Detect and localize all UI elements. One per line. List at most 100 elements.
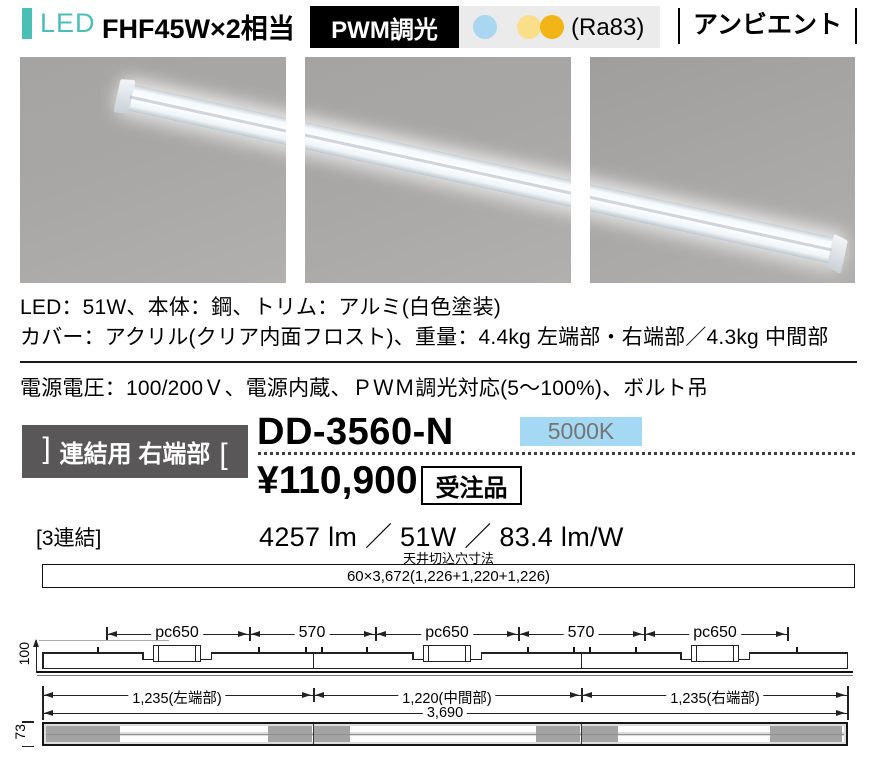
bolt-mark	[527, 647, 529, 652]
bracket-glyph: [	[219, 437, 228, 471]
dim-tick	[313, 688, 315, 702]
recess-wall	[142, 652, 144, 660]
depth-dim-label: 73	[12, 724, 28, 740]
color-rendering-panel: (Ra83)	[459, 6, 660, 48]
bolt-mark	[589, 647, 591, 652]
arrow-left-icon	[315, 692, 324, 698]
bolt-mark	[321, 647, 323, 652]
configuration-label: [3連結]	[36, 527, 102, 550]
arrow-left-icon	[251, 631, 260, 637]
arrow-right-icon	[302, 692, 311, 698]
performance-label: 4257 lm ／ 51W ／ 83.4 lm/W	[259, 522, 624, 552]
recess-wall	[412, 652, 414, 660]
arrow-right-icon	[633, 631, 642, 637]
dim-label: pc650	[689, 624, 741, 642]
lamp-equivalent-label: FHF45W×2相当	[102, 14, 295, 44]
divider	[20, 361, 857, 363]
bottom-view	[42, 722, 848, 746]
recess-wall	[210, 652, 212, 660]
arrow-left-icon	[44, 692, 53, 698]
section-joint	[581, 652, 582, 668]
arrow-left-icon	[108, 631, 117, 637]
ballast-box	[423, 644, 471, 662]
cross-section-base	[42, 667, 848, 669]
recess-wall	[748, 652, 750, 660]
spec-materials: LED：51W、本体：鋼、トリム：アルミ(白色塗装)	[20, 296, 502, 319]
trim-flange	[37, 671, 853, 676]
cutout-dimension-box: 60×3,672(1,226+1,220+1,226)	[42, 564, 855, 588]
ra-value: (Ra83)	[571, 14, 645, 41]
arrow-right-icon	[238, 631, 247, 637]
recess-wall	[680, 652, 682, 660]
arrow-left-icon	[520, 631, 529, 637]
extension-line	[39, 639, 169, 641]
section-joint	[581, 724, 583, 744]
arrow-left-icon	[646, 631, 655, 637]
lens-slot	[46, 726, 844, 732]
ballast-box	[691, 644, 739, 662]
dim-label: pc650	[151, 624, 203, 642]
bracket-glyph: ]	[42, 431, 51, 465]
cross-section-edge	[42, 652, 44, 668]
price: ¥110,900	[257, 459, 418, 502]
dim-tick	[787, 627, 789, 641]
dim-line	[36, 640, 37, 673]
bolt-mark	[796, 647, 798, 652]
section-dim-label: 1,220(中間部)	[398, 687, 496, 708]
arrow-right-icon	[507, 631, 516, 637]
led-label: LED	[40, 8, 96, 38]
arrow-right-icon	[364, 631, 373, 637]
arrow-right-icon	[570, 692, 579, 698]
panel-gap	[571, 55, 590, 285]
height-dim-label: 100	[16, 642, 32, 666]
section-joint	[313, 652, 314, 668]
arrow-right-icon	[776, 631, 785, 637]
daylight-color-dot-icon	[473, 15, 497, 39]
led-accent-bar	[22, 8, 32, 39]
arrow-right-icon	[836, 710, 845, 716]
spec-cover-weight: カバー：アクリル(クリア内面フロスト)、重量：4.4kg 左端部・右端部／4.3…	[20, 326, 829, 349]
dim-tick	[375, 627, 377, 641]
bolt-mark	[635, 647, 637, 652]
dim-label: 570	[563, 624, 599, 642]
section-joint	[313, 724, 315, 744]
cutout-title: 天井切込穴寸法	[402, 551, 494, 566]
amber-color-dot-icon	[540, 15, 564, 39]
spec-power: 電源電圧：100/200Ｖ、電源内蔵、ＰＷＭ調光対応(5～100%)、ボルト吊	[20, 377, 709, 400]
bolt-mark	[366, 647, 368, 652]
lens-slot	[46, 736, 844, 742]
arrow-up-icon	[33, 639, 39, 647]
recess-wall	[480, 652, 482, 660]
dim-tick	[518, 627, 520, 641]
color-temp-badge: 5000K	[520, 417, 642, 446]
bolt-mark	[258, 647, 260, 652]
model-number: DD-3560-N	[257, 411, 454, 453]
dim-label: pc650	[421, 624, 473, 642]
dim-tick	[644, 627, 646, 641]
section-dim-label: 1,235(右端部)	[666, 687, 764, 708]
dim-tick	[22, 745, 34, 747]
dotted-divider	[258, 452, 855, 455]
dim-label: 570	[294, 624, 330, 642]
arrow-left-icon	[377, 631, 386, 637]
center-seam	[46, 733, 844, 735]
dim-tick	[249, 627, 251, 641]
arrow-left-icon	[583, 692, 592, 698]
bolt-mark	[97, 647, 99, 652]
cutout-value: 60×3,672(1,226+1,220+1,226)	[346, 567, 551, 585]
dim-tick	[22, 721, 34, 723]
bolt-mark	[305, 647, 307, 652]
category-label: アンビエント	[678, 8, 858, 44]
ballast-box	[153, 644, 201, 662]
mount-type-badge: ] 連結用 右端部 [	[22, 425, 248, 478]
panel-gap	[286, 55, 305, 285]
technical-drawing: pc650 570 pc650 570 pc650 100	[0, 612, 880, 759]
pwm-dimming-badge: PWM調光	[310, 6, 459, 48]
dim-tick	[581, 688, 583, 702]
section-dim-label: 1,235(左端部)	[128, 687, 226, 708]
arrow-right-icon	[836, 692, 845, 698]
cross-section-edge	[846, 652, 848, 668]
arrow-left-icon	[44, 710, 53, 716]
dim-tick	[42, 686, 44, 720]
